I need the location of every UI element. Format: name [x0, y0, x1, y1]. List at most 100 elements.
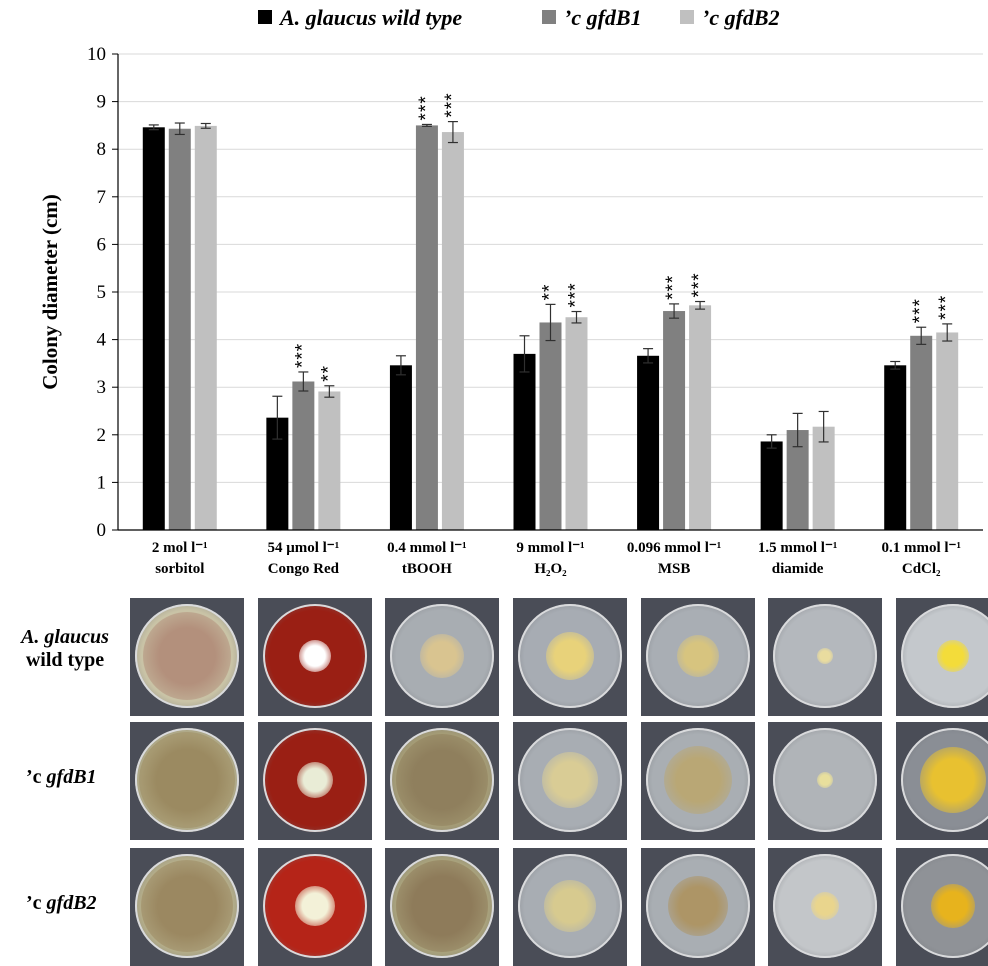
plate-row-label: ’c gfdB2: [26, 892, 146, 915]
significance-stars: ***: [416, 95, 437, 120]
petri-dish-photo: [130, 722, 244, 840]
plate-row-label-prefix: ’c: [26, 766, 47, 788]
fungal-colony: [297, 762, 333, 798]
bar: [910, 335, 933, 530]
category-label: 2 mol l⁻¹: [152, 540, 208, 556]
bar: [142, 127, 165, 530]
y-axis-label: Colony diameter (cm): [38, 194, 62, 390]
petri-dish-photo: [385, 598, 499, 716]
bar: [194, 125, 217, 530]
petri-dish-photo: [641, 598, 755, 716]
fungal-colony: [937, 640, 969, 672]
fungal-colony: [143, 612, 231, 700]
petri-dish-photo: [513, 848, 627, 966]
fungal-colony: [546, 632, 594, 680]
significance-stars: ***: [663, 275, 684, 300]
legend-swatch: [258, 10, 272, 24]
petri-dish-photo: [768, 722, 882, 840]
fungal-colony: [139, 732, 235, 828]
y-tick-label: 10: [87, 44, 106, 65]
category-label: 9 mmol l⁻¹: [516, 540, 584, 556]
bar: [318, 391, 341, 530]
petri-dish: [390, 728, 494, 832]
fungal-colony: [668, 876, 728, 936]
bar: [637, 355, 660, 530]
significance-stars: **: [318, 365, 339, 382]
fungal-colony: [664, 746, 732, 814]
petri-dish: [390, 604, 494, 708]
category-label: H₂O₂: [534, 561, 567, 577]
petri-dish: [773, 604, 877, 708]
fungal-colony: [141, 860, 233, 952]
category-label: 54 μmol l⁻¹: [267, 540, 339, 556]
petri-dish: [773, 854, 877, 958]
petri-dish-photo: [768, 848, 882, 966]
category-label: 0.4 mmol l⁻¹: [387, 540, 467, 556]
bar: [565, 317, 588, 530]
y-tick-label: 1: [97, 472, 107, 493]
petri-dish-photo: [130, 848, 244, 966]
y-tick-label: 0: [97, 520, 107, 541]
bar: [760, 441, 783, 530]
bar: [415, 125, 438, 531]
petri-dish-photo: [258, 598, 372, 716]
bars: ******** ***** *** *** ****** ***: [142, 92, 959, 531]
petri-dish-photo: [385, 722, 499, 840]
petri-dish-photo: [896, 598, 988, 716]
plate-row-label-line2: wild type: [25, 649, 105, 671]
petri-dish-photo: [641, 722, 755, 840]
petri-dish: [518, 854, 622, 958]
bar: [292, 381, 315, 530]
fungal-colony: [299, 640, 331, 672]
petri-dish: [518, 728, 622, 832]
y-tick-label: 3: [97, 377, 107, 398]
bar: [441, 132, 464, 530]
petri-dish: [646, 728, 750, 832]
petri-dish: [135, 728, 239, 832]
bar: [786, 430, 809, 530]
y-axis-ticks: 0 1 2 3 4 5 6 7 8 9 10: [87, 44, 118, 541]
fungal-colony: [817, 648, 833, 664]
significance-stars: ***: [566, 282, 587, 307]
petri-dish: [518, 604, 622, 708]
plate-row-label-gene: gfdB1: [46, 766, 97, 788]
y-tick-label: 2: [97, 425, 107, 446]
petri-dish-photo: [896, 848, 988, 966]
petri-dish-photo: [513, 598, 627, 716]
significance-stars: **: [540, 284, 561, 301]
plate-row-label-gene: gfdB2: [46, 892, 97, 914]
petri-dish: [773, 728, 877, 832]
bar: [812, 426, 835, 530]
category-label: diamide: [772, 561, 824, 577]
y-tick-label: 6: [97, 234, 107, 255]
significance-stars: ***: [936, 295, 957, 320]
legend-swatch: [680, 10, 694, 24]
petri-dish: [263, 604, 367, 708]
fungal-colony: [295, 886, 335, 926]
fungal-colony: [396, 734, 488, 826]
legend-swatch: [542, 10, 556, 24]
fungal-colony: [396, 860, 488, 952]
bar: [539, 322, 562, 530]
petri-dish-photo: [896, 722, 988, 840]
bar: [266, 417, 289, 530]
significance-stars: ***: [442, 92, 463, 117]
fungal-colony: [817, 772, 833, 788]
y-tick-label: 9: [97, 92, 107, 113]
bar: [389, 365, 412, 530]
bar: [168, 128, 191, 530]
y-tick-label: 5: [97, 282, 107, 303]
legend-label: ’c gfdB2: [702, 5, 780, 30]
petri-dish: [263, 854, 367, 958]
category-label: 1.5 mmol l⁻¹: [758, 540, 838, 556]
petri-dish: [263, 728, 367, 832]
bar: [884, 365, 907, 530]
fungal-colony: [542, 752, 598, 808]
fungal-colony: [931, 884, 975, 928]
fungal-colony: [544, 880, 596, 932]
plate-row-label-line1: A. glaucus: [21, 626, 109, 648]
category-label: tBOOH: [402, 561, 452, 577]
petri-dish-photo: [513, 722, 627, 840]
category-label: CdCl₂: [902, 561, 941, 577]
bar: [689, 305, 712, 530]
